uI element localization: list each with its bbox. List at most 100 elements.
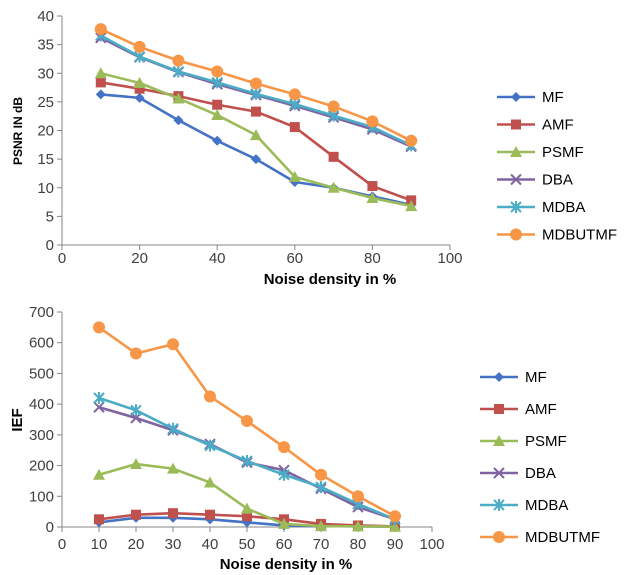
- x-tick-label: 40: [209, 250, 226, 267]
- y-tick-label: 15: [37, 151, 54, 168]
- x-tick-label: 90: [387, 536, 404, 553]
- legend-entry-amf: AMF: [480, 401, 557, 418]
- legend-marker: [510, 228, 522, 241]
- data-point: [130, 347, 142, 360]
- y-tick-label: 100: [29, 488, 54, 505]
- legend-marker: [493, 531, 505, 543]
- y-tick-label: 20: [37, 123, 54, 140]
- x-tick-label: 30: [165, 536, 182, 553]
- y-tick-label: 5: [46, 208, 54, 225]
- data-point: [327, 100, 340, 113]
- data-point: [134, 83, 145, 94]
- data-point: [250, 129, 262, 141]
- legend-marker: [511, 92, 521, 102]
- y-tick-label: 30: [37, 65, 54, 82]
- data-point: [327, 181, 340, 193]
- data-point: [93, 468, 105, 480]
- legend-label: MDBUTMF: [542, 227, 617, 244]
- data-point: [94, 67, 107, 79]
- data-point: [93, 392, 105, 404]
- data-point: [95, 77, 106, 88]
- data-point: [315, 520, 327, 532]
- y-tick-label: 40: [37, 8, 54, 25]
- x-tick-label: 80: [350, 536, 367, 553]
- legend-entry-mdbutmf: MDBUTMF: [497, 227, 617, 244]
- data-point: [288, 170, 301, 182]
- data-point: [173, 115, 184, 126]
- data-point: [172, 54, 185, 67]
- data-point: [211, 109, 224, 121]
- x-tick-label: 10: [91, 536, 108, 553]
- x-tick-label: 70: [313, 536, 330, 553]
- legend-marker: [493, 467, 505, 479]
- data-point: [204, 439, 216, 452]
- y-tick-label: 35: [37, 37, 54, 54]
- data-point: [211, 65, 224, 78]
- legend-entry-mdba: MDBA: [497, 199, 585, 216]
- data-point: [315, 481, 327, 494]
- data-point: [367, 181, 378, 192]
- x-tick-label: 0: [58, 536, 66, 553]
- legend-marker: [494, 404, 504, 414]
- legend-marker: [493, 435, 505, 446]
- legend-entry-amf: AMF: [497, 117, 574, 134]
- legend-entry-mdba: MDBA: [480, 497, 568, 514]
- legend-marker: [510, 146, 522, 157]
- x-axis-title: Noise density in %: [220, 556, 353, 573]
- data-point: [242, 511, 252, 522]
- data-point: [211, 76, 223, 89]
- y-tick-label: 0: [46, 519, 54, 536]
- data-point: [204, 476, 216, 488]
- legend-label: AMF: [542, 117, 574, 134]
- data-point: [167, 338, 179, 351]
- y-tick-label: 500: [29, 365, 54, 382]
- x-tick-label: 60: [286, 250, 303, 267]
- x-axis-title: Noise density in %: [264, 271, 397, 288]
- x-tick-label: 20: [131, 250, 148, 267]
- data-point: [315, 468, 327, 481]
- data-point: [241, 415, 253, 428]
- data-point: [167, 422, 179, 435]
- data-point: [289, 122, 300, 133]
- data-point: [204, 390, 216, 403]
- data-point: [352, 490, 364, 503]
- x-tick-label: 20: [128, 536, 145, 553]
- legend-entry-dba: DBA: [497, 172, 573, 189]
- y-tick-label: 600: [29, 335, 54, 352]
- x-tick-label: 40: [202, 536, 219, 553]
- legend-marker: [510, 173, 522, 186]
- x-tick-label: 50: [239, 536, 256, 553]
- data-point: [167, 462, 179, 474]
- y-tick-label: 25: [37, 94, 54, 111]
- legend-label: MF: [542, 89, 564, 106]
- series-line: [100, 81, 412, 202]
- data-point: [93, 321, 105, 334]
- data-point: [389, 510, 401, 523]
- legend-marker: [510, 201, 522, 213]
- data-point: [278, 517, 290, 529]
- data-point: [288, 88, 301, 101]
- legend-marker: [493, 499, 505, 511]
- y-tick-label: 700: [29, 304, 54, 321]
- data-point: [93, 401, 105, 413]
- x-tick-label: 0: [58, 250, 66, 267]
- data-point: [130, 404, 142, 417]
- legend-marker: [494, 372, 504, 382]
- data-point: [133, 40, 146, 53]
- chart-1: 0 5 10 15 20 25 30 35 40 0 20 40 60 80 100 Noise densit…: [11, 8, 617, 288]
- legend-label: MDBA: [525, 497, 568, 514]
- series-mdba: [95, 29, 417, 152]
- legend-label: AMF: [525, 401, 557, 418]
- legend-entry-psmf: PSMF: [480, 433, 567, 450]
- x-tick-label: 60: [276, 536, 293, 553]
- data-point: [352, 520, 364, 532]
- data-point: [212, 135, 223, 146]
- data-point: [278, 468, 290, 481]
- x-tick-label: 100: [419, 536, 444, 553]
- legend-entry-psmf: PSMF: [497, 144, 584, 161]
- legend-entry-mdbutmf: MDBUTMF: [480, 529, 600, 546]
- data-point: [168, 508, 178, 519]
- legend-entry-dba: DBA: [480, 465, 556, 482]
- legend-label: MDBUTMF: [525, 529, 600, 546]
- y-tick-label: 400: [29, 396, 54, 413]
